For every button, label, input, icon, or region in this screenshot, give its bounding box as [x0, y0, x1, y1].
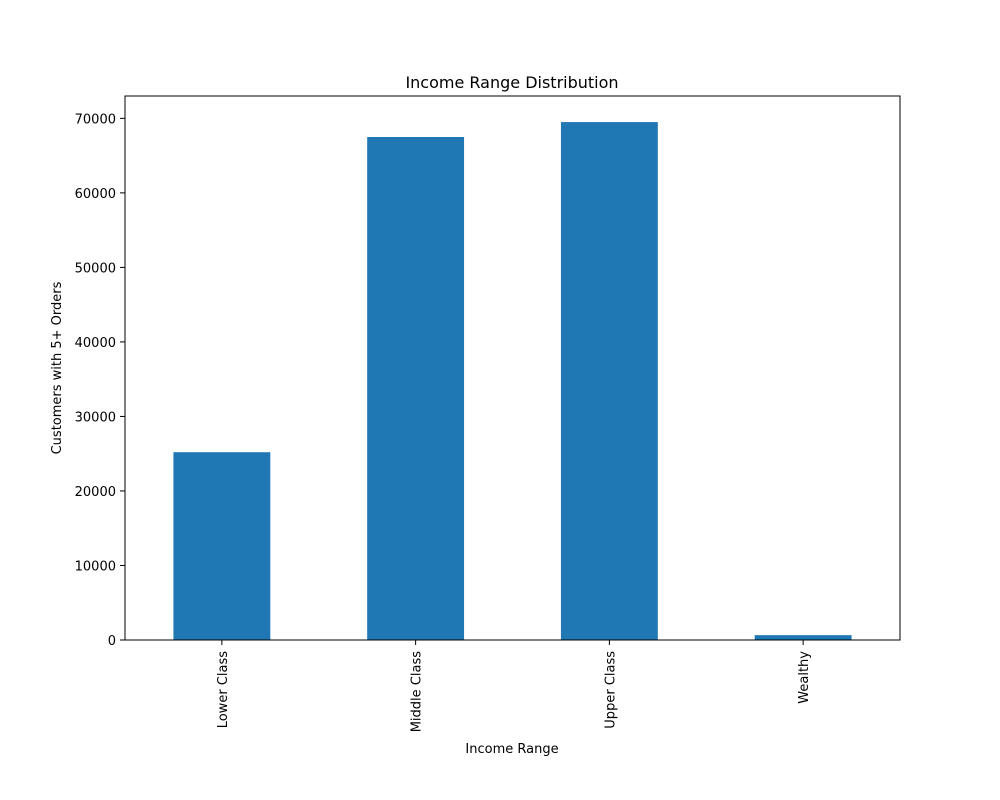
bars-group — [173, 122, 852, 640]
bar-middle-class — [367, 136, 465, 640]
bar-upper-class — [560, 122, 658, 640]
x-tick-label: Lower Class — [216, 651, 231, 729]
y-tick-label: 10000 — [75, 559, 116, 574]
bar-wealthy — [754, 635, 852, 640]
plot-frame — [124, 95, 901, 641]
x-tick-label: Upper Class — [603, 651, 618, 729]
x-axis: Lower Class Middle Class Upper Class Wealth… — [216, 640, 812, 732]
y-tick-label: 70000 — [75, 112, 116, 127]
x-tick-label: Middle Class — [410, 651, 425, 733]
y-tick-label: 30000 — [75, 410, 116, 425]
y-tick-label: 20000 — [75, 485, 116, 500]
y-axis-label: Customers with 5+ Orders — [50, 281, 65, 454]
y-tick-label: 60000 — [75, 187, 116, 202]
bar-lower-class — [173, 452, 271, 640]
y-tick-label: 50000 — [75, 261, 116, 276]
x-axis-label: Income Range — [465, 742, 558, 757]
y-axis: 0 10000 20000 30000 40000 50000 60000 70000 — [75, 112, 125, 649]
x-tick-label: Wealthy — [797, 651, 812, 704]
chart-title: Income Range Distribution — [405, 73, 618, 92]
y-tick-label: 40000 — [75, 336, 116, 351]
y-tick-label: 0 — [108, 634, 116, 649]
